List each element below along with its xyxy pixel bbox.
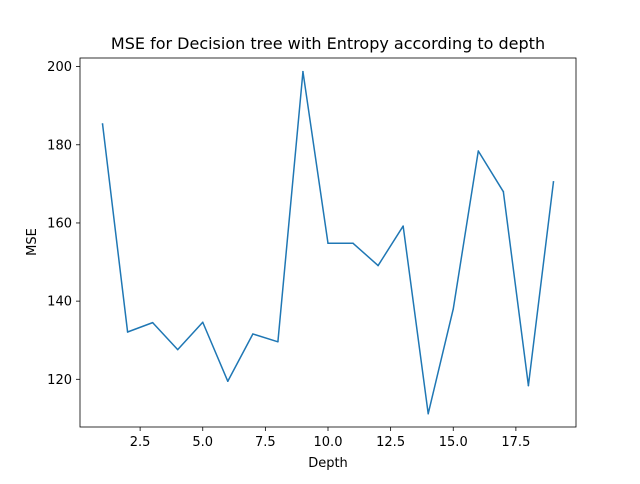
data-point [176, 348, 179, 351]
data-point [477, 150, 480, 152]
data-point [402, 225, 404, 227]
data-point [201, 321, 204, 323]
x-tick-label: 17.5 [501, 435, 530, 450]
data-point [252, 333, 254, 335]
data-point [151, 321, 154, 324]
data-point [101, 123, 104, 125]
y-tick-label: 160 [47, 216, 72, 231]
y-tick-label: 180 [47, 138, 72, 153]
data-point [327, 242, 329, 245]
data-point [377, 264, 379, 267]
tick-group: 2.5 5.0 7.5 10.0 12.5 15.0 17.5 120 140 160 180 200 [47, 60, 530, 450]
x-tick-label: 10.0 [314, 435, 343, 450]
plot-frame [79, 57, 577, 428]
data-point [302, 70, 304, 73]
data-point [277, 341, 279, 343]
x-tick-label: 5.0 [192, 435, 213, 450]
x-axis-label: Depth [308, 456, 348, 471]
data-point [227, 380, 229, 383]
y-tick-label: 140 [47, 295, 72, 310]
x-tick-label: 7.5 [255, 435, 276, 450]
data-point [552, 181, 555, 183]
chart-title: MSE for Decision tree with Entropy accor… [111, 34, 545, 53]
data-point [527, 384, 530, 387]
y-tick-label: 120 [47, 373, 72, 388]
y-tick-label: 200 [47, 60, 72, 75]
data-point [352, 242, 354, 245]
point-group [101, 70, 555, 415]
x-tick-label: 12.5 [376, 435, 405, 450]
x-tick-label: 2.5 [130, 435, 151, 450]
data-point [452, 308, 455, 310]
x-tick-label: 15.0 [439, 435, 468, 450]
data-point [502, 190, 505, 193]
data-point [126, 331, 129, 333]
y-axis-label: MSE [25, 228, 40, 256]
data-point [427, 412, 429, 415]
